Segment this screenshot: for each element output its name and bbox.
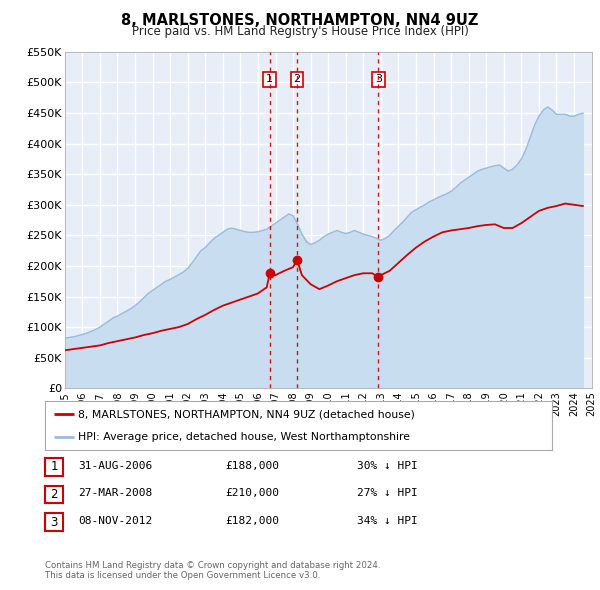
Text: £182,000: £182,000 xyxy=(225,516,279,526)
Text: 2: 2 xyxy=(293,74,301,84)
Text: 8, MARLSTONES, NORTHAMPTON, NN4 9UZ: 8, MARLSTONES, NORTHAMPTON, NN4 9UZ xyxy=(121,13,479,28)
Text: 2: 2 xyxy=(50,488,58,501)
Text: Price paid vs. HM Land Registry's House Price Index (HPI): Price paid vs. HM Land Registry's House … xyxy=(131,25,469,38)
Text: 27% ↓ HPI: 27% ↓ HPI xyxy=(357,489,418,498)
Text: 3: 3 xyxy=(375,74,382,84)
Text: 27-MAR-2008: 27-MAR-2008 xyxy=(78,489,152,498)
Text: Contains HM Land Registry data © Crown copyright and database right 2024.: Contains HM Land Registry data © Crown c… xyxy=(45,560,380,569)
Text: 1: 1 xyxy=(266,74,273,84)
Text: £188,000: £188,000 xyxy=(225,461,279,470)
Text: 30% ↓ HPI: 30% ↓ HPI xyxy=(357,461,418,470)
Text: 8, MARLSTONES, NORTHAMPTON, NN4 9UZ (detached house): 8, MARLSTONES, NORTHAMPTON, NN4 9UZ (det… xyxy=(79,409,415,419)
Text: HPI: Average price, detached house, West Northamptonshire: HPI: Average price, detached house, West… xyxy=(79,431,410,441)
Text: £210,000: £210,000 xyxy=(225,489,279,498)
Text: 08-NOV-2012: 08-NOV-2012 xyxy=(78,516,152,526)
Text: 1: 1 xyxy=(50,460,58,473)
Text: This data is licensed under the Open Government Licence v3.0.: This data is licensed under the Open Gov… xyxy=(45,571,320,579)
Text: 31-AUG-2006: 31-AUG-2006 xyxy=(78,461,152,470)
Text: 34% ↓ HPI: 34% ↓ HPI xyxy=(357,516,418,526)
Text: 3: 3 xyxy=(50,516,58,529)
